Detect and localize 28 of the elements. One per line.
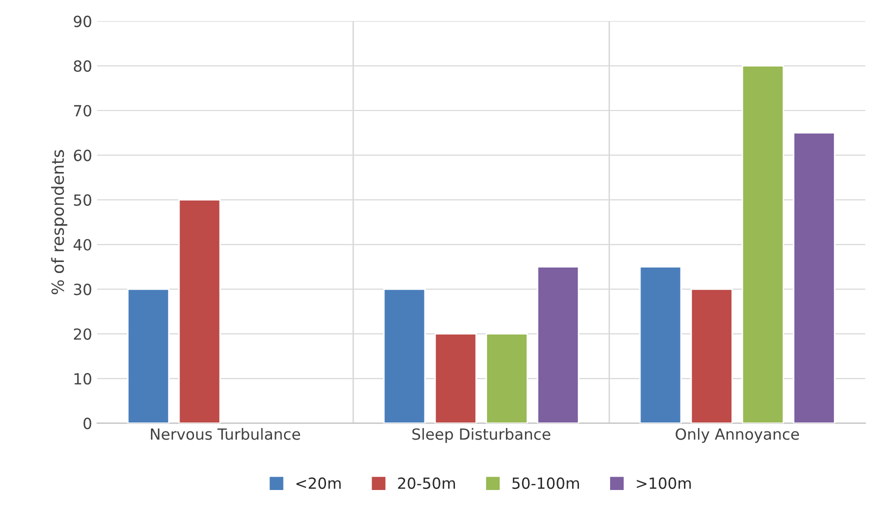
bar <box>792 132 836 424</box>
y-tick-label: 80 <box>74 60 92 72</box>
y-tick-label: 60 <box>74 150 92 162</box>
x-tick-label: Nervous Turbulance <box>150 428 300 440</box>
bar <box>690 288 733 424</box>
x-tick-label: Only Annoyance <box>676 428 799 443</box>
y-axis-title: % of respondents <box>51 150 68 294</box>
y-tick-label: 50 <box>74 194 92 206</box>
bar <box>127 288 170 424</box>
bar <box>639 266 682 424</box>
bar <box>486 333 528 424</box>
x-tick-label: Sleep Disturbance <box>412 428 550 443</box>
y-tick-label: 30 <box>74 284 92 296</box>
y-tick-label: 20 <box>74 328 92 340</box>
y-tick-label: 10 <box>74 372 92 385</box>
bar <box>536 266 580 424</box>
y-tick-label: 90 <box>74 16 92 28</box>
legend-label: <20m <box>296 477 341 489</box>
y-tick-label: 0 <box>84 418 92 430</box>
bar <box>434 333 477 424</box>
legend-label: 50-100m <box>512 477 579 489</box>
y-tick-label: 40 <box>74 238 92 251</box>
y-tick-label: 70 <box>74 104 92 117</box>
bar <box>383 288 426 424</box>
legend-label: >100m <box>636 477 691 489</box>
legend-label: 20-50m <box>398 477 455 489</box>
bar <box>178 199 221 424</box>
bar <box>742 65 784 424</box>
